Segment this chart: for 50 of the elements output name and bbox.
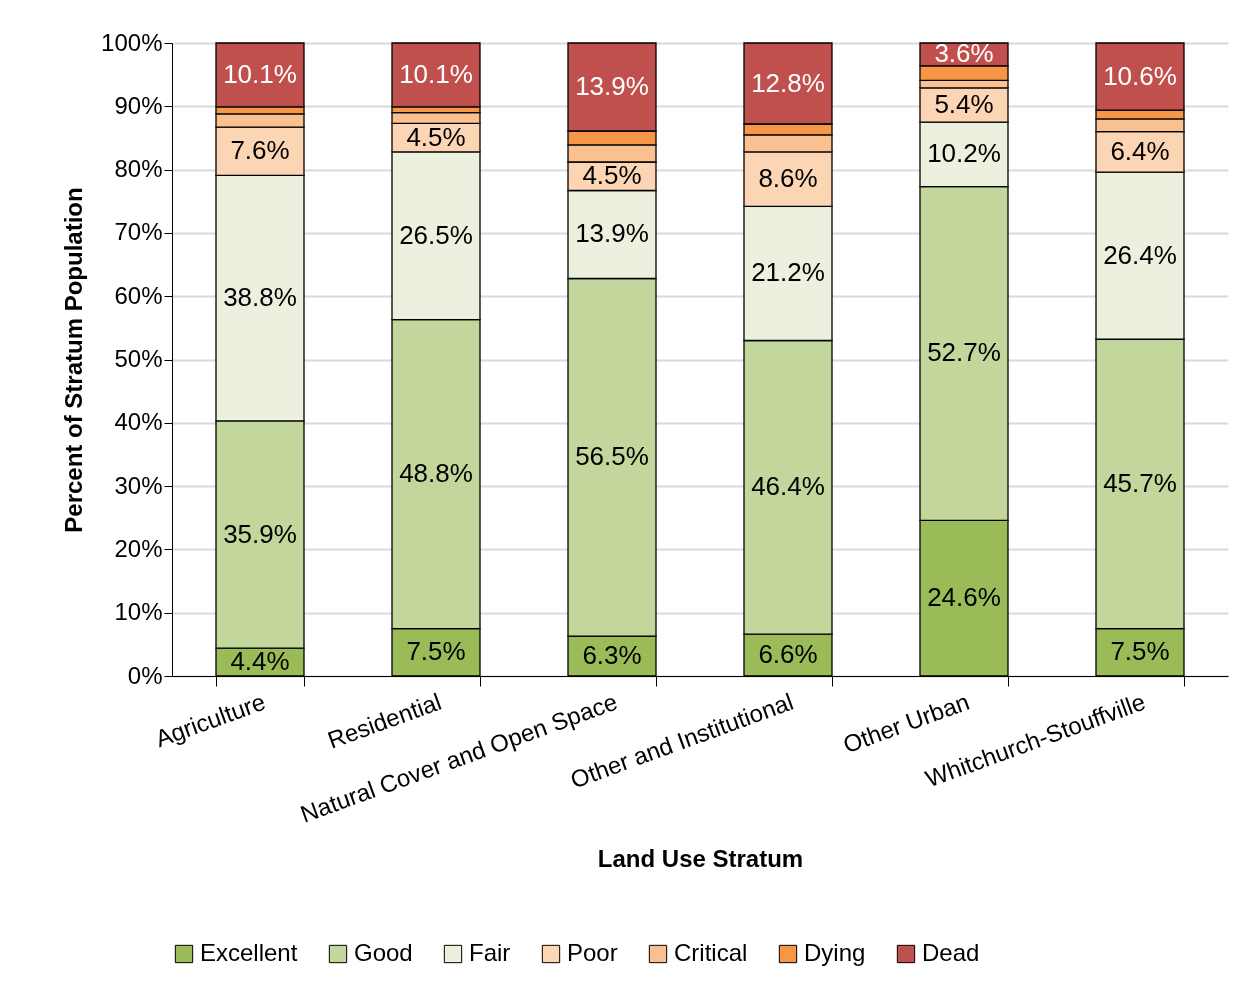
data-label: 35.9% bbox=[223, 518, 297, 549]
data-label: 13.9% bbox=[575, 218, 649, 249]
data-label: 7.5% bbox=[1110, 636, 1170, 667]
data-label: 5.4% bbox=[934, 89, 994, 120]
data-label: 10.1% bbox=[223, 58, 297, 89]
y-axis-title: Percent of Stratum Population bbox=[60, 187, 88, 533]
data-label: 13.9% bbox=[575, 70, 649, 101]
data-label: 48.8% bbox=[399, 458, 473, 489]
legend-label: Dead bbox=[922, 939, 980, 966]
data-label: 8.6% bbox=[758, 163, 818, 194]
data-label: 10.1% bbox=[399, 58, 473, 89]
y-tick-label: 80% bbox=[114, 155, 163, 183]
y-tick-label: 10% bbox=[114, 598, 163, 626]
data-label: 38.8% bbox=[223, 282, 297, 313]
legend-label: Excellent bbox=[200, 939, 298, 966]
legend-label: Good bbox=[354, 939, 413, 966]
data-label: 10.2% bbox=[927, 138, 1001, 169]
data-label: 6.6% bbox=[758, 639, 818, 670]
data-label: 6.3% bbox=[582, 640, 642, 671]
data-label: 21.2% bbox=[751, 257, 825, 288]
data-label: 56.5% bbox=[575, 441, 649, 472]
data-label: 26.5% bbox=[399, 219, 473, 250]
legend-label: Fair bbox=[469, 939, 511, 966]
y-tick-label: 0% bbox=[127, 661, 163, 689]
data-label: 10.6% bbox=[1103, 60, 1177, 91]
y-tick-label: 30% bbox=[114, 471, 163, 499]
data-label: 6.4% bbox=[1110, 135, 1170, 166]
data-label: 7.6% bbox=[230, 135, 290, 166]
data-label: 24.6% bbox=[927, 582, 1001, 613]
y-tick-label: 90% bbox=[114, 91, 163, 119]
legend-label: Critical bbox=[674, 939, 748, 966]
y-tick-label: 100% bbox=[101, 28, 163, 56]
data-label: 3.6% bbox=[934, 38, 994, 69]
data-label: 52.7% bbox=[927, 337, 1001, 368]
data-label: 4.4% bbox=[230, 646, 290, 677]
legend-label: Dying bbox=[804, 939, 866, 966]
y-tick-label: 70% bbox=[114, 218, 163, 246]
data-label: 26.4% bbox=[1103, 239, 1177, 270]
data-label: 12.8% bbox=[751, 67, 825, 98]
y-tick-label: 40% bbox=[114, 408, 163, 436]
data-label: 4.5% bbox=[582, 160, 642, 191]
data-label: 46.4% bbox=[751, 471, 825, 502]
data-label: 7.5% bbox=[406, 636, 466, 667]
x-axis-title: Land Use Stratum bbox=[597, 844, 804, 872]
data-label: 45.7% bbox=[1103, 467, 1177, 498]
data-label: 4.5% bbox=[406, 121, 466, 152]
legend-label: Poor bbox=[567, 939, 618, 966]
y-tick-label: 20% bbox=[114, 534, 163, 562]
y-tick-label: 60% bbox=[114, 281, 163, 309]
y-tick-label: 50% bbox=[114, 345, 163, 372]
